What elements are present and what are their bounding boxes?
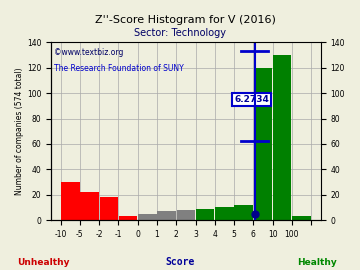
Bar	[100, 197, 118, 220]
Text: Healthy: Healthy	[297, 258, 337, 267]
Bar	[80, 192, 99, 220]
Bar	[234, 205, 253, 220]
Text: Sector: Technology: Sector: Technology	[134, 28, 226, 38]
Bar	[196, 209, 215, 220]
Text: Score: Score	[165, 257, 195, 267]
Y-axis label: Number of companies (574 total): Number of companies (574 total)	[15, 68, 24, 195]
Text: ©www.textbiz.org: ©www.textbiz.org	[54, 48, 123, 57]
Bar	[177, 210, 195, 220]
Text: The Research Foundation of SUNY: The Research Foundation of SUNY	[54, 64, 184, 73]
Text: 6.2734: 6.2734	[234, 95, 269, 104]
Title: Z''-Score Histogram for V (2016): Z''-Score Histogram for V (2016)	[95, 15, 276, 25]
Bar	[138, 214, 157, 220]
Bar	[254, 68, 272, 220]
Bar	[61, 182, 80, 220]
Bar	[273, 55, 292, 220]
Bar	[119, 216, 137, 220]
Text: Unhealthy: Unhealthy	[17, 258, 69, 267]
Bar	[157, 211, 176, 220]
Bar	[292, 216, 311, 220]
Bar	[215, 207, 234, 220]
